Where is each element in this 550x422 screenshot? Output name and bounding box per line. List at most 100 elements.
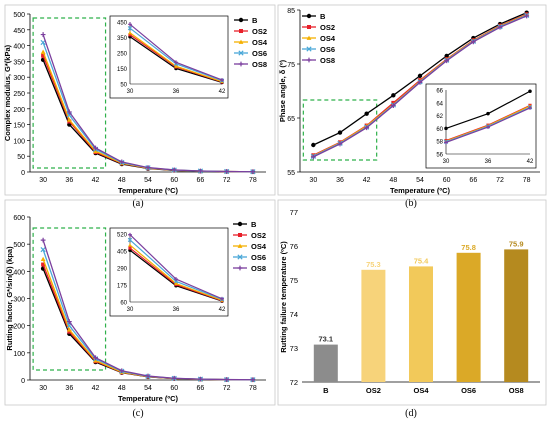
marker-os2-legend [307, 25, 311, 29]
marker-b-inset-0 [444, 126, 448, 131]
marker-os8-inset-0 [128, 232, 132, 237]
panel-b-frame [277, 4, 547, 196]
marker-os8-4 [145, 165, 151, 170]
panel-d-category-label: OS4 [413, 386, 429, 395]
marker-os2-inset-0 [128, 33, 132, 37]
marker-b-1 [337, 130, 343, 135]
panel-d-ytick-label: 77 [290, 208, 298, 217]
marker-os6-inset-0 [127, 26, 133, 31]
marker-os6-legend [306, 46, 312, 52]
panel-b-legend-label: OS2 [320, 23, 335, 32]
marker-os8-5 [444, 58, 450, 64]
panel-a-ytick-label: 200 [13, 107, 25, 114]
panel-c-inset-ytick-label: 405 [117, 250, 128, 256]
panel-c-xtick-label: 48 [118, 385, 126, 392]
panel-a-ytick-label: 100 [13, 138, 25, 145]
panel-d-caption: (d) [405, 408, 417, 419]
panel-a-legend-label: OS4 [252, 38, 268, 47]
panel-c-highlight-box [32, 227, 107, 371]
panel-b-xtick-label: 36 [336, 177, 344, 184]
marker-os2-legend [239, 29, 243, 33]
panel-a-ytick-label: 500 [13, 12, 25, 19]
marker-os6-0 [40, 246, 46, 253]
panel-b-xtick-label: 30 [309, 177, 317, 184]
marker-os8-inset-2 [220, 296, 224, 301]
panel-d-category-label: OS6 [461, 386, 476, 395]
panel-a-y-axis-title: Complex modulus, G*(kPa) [3, 44, 12, 141]
marker-os8-1 [66, 319, 72, 324]
marker-os8-7 [497, 24, 503, 30]
marker-os8-8 [524, 13, 530, 19]
panel-a-legend-label: B [252, 16, 258, 25]
marker-os8-7 [224, 377, 230, 382]
panel-a-xtick-label: 30 [39, 177, 47, 184]
panel-b-inset-ytick-label: 60 [436, 127, 443, 133]
marker-os4-inset-0 [128, 243, 132, 247]
marker-os4-inset-1 [174, 281, 178, 286]
panel-c-caption: (c) [132, 408, 143, 419]
panel-b-inset-xtick-label: 36 [485, 159, 492, 165]
marker-os8-inset-1 [486, 125, 490, 130]
marker-b-legend [306, 13, 312, 19]
panel-b-legend-label: B [320, 12, 326, 21]
marker-os4-2 [93, 358, 98, 363]
marker-os8-inset-1 [174, 277, 178, 282]
panel-b-inset-ytick-label: 66 [436, 89, 443, 95]
marker-os8-inset-1 [174, 60, 178, 65]
marker-os8-6 [470, 39, 476, 45]
panel-a-xtick-label: 66 [197, 177, 205, 184]
marker-b-0 [311, 142, 316, 148]
panel-a-xtick-label: 78 [249, 177, 257, 184]
panel-c-ytick-label: 0 [21, 378, 25, 385]
marker-os8-2 [364, 125, 370, 131]
marker-os8-3 [390, 103, 396, 108]
panel-c-legend-label: B [251, 220, 257, 229]
panel-a-inset-xtick-label: 42 [219, 89, 226, 95]
marker-os8-3 [119, 159, 125, 165]
panel-b-legend-label: OS8 [320, 56, 335, 65]
panel-b-inset-xtick-label: 42 [527, 159, 534, 165]
panel-a-inset-ytick-label: 350 [117, 36, 128, 42]
panel-d-ytick-label: 74 [290, 310, 298, 319]
panel-a-xtick-label: 42 [92, 177, 100, 184]
panel-c-inset-ytick-label: 290 [117, 267, 128, 273]
marker-os8-inset-0 [128, 22, 132, 27]
panel-a-xtick-label: 36 [65, 177, 73, 184]
panel-b-ytick-label: 75 [287, 62, 295, 69]
marker-os8-inset-2 [220, 78, 224, 82]
panel-d-ytick-label: 72 [290, 378, 298, 387]
panel-b-inset-ytick-label: 56 [436, 153, 443, 159]
panel-a-inset-ytick-label: 450 [117, 21, 128, 27]
panel-d-value-label: 75.3 [366, 260, 381, 269]
panel-c-xtick-label: 36 [65, 385, 73, 392]
panel-c-xtick-label: 54 [144, 385, 152, 392]
panel-a-legend-label: OS8 [252, 60, 267, 69]
panel-d-value-label: 73.1 [318, 335, 333, 344]
panel-a-xtick-label: 48 [118, 177, 126, 184]
panel-a-legend-label: OS2 [252, 27, 267, 36]
panel-b-caption: (b) [405, 198, 417, 209]
marker-os8-4 [417, 79, 423, 85]
panel-d-bar-os8 [504, 249, 529, 382]
panel-a-xtick-label: 54 [144, 177, 152, 184]
marker-b-3 [391, 93, 396, 98]
panel-a-xtick-label: 60 [170, 177, 178, 184]
marker-os4-1 [66, 117, 72, 122]
panel-d-value-label: 75.9 [509, 239, 524, 248]
marker-os8-1 [337, 141, 343, 147]
panel-d-ytick-label: 76 [290, 242, 298, 251]
panel-c-ytick-label: 600 [13, 215, 25, 222]
panel-a-ytick-label: 250 [13, 91, 25, 98]
panel-c-x-axis-title: Temperature (ºC) [118, 394, 179, 403]
panel-b-y-axis-title: Phase angle, δ (º) [278, 59, 287, 122]
panel-c-xtick-label: 42 [92, 385, 100, 392]
marker-os8-4 [145, 373, 151, 379]
panel-c-xtick-label: 78 [249, 385, 257, 392]
panel-b-xtick-label: 60 [443, 177, 451, 184]
panel-b-inset-ytick-label: 58 [436, 140, 443, 146]
panel-b-inset-ytick-label: 64 [436, 101, 443, 107]
marker-os8-5 [171, 167, 177, 173]
panel-b-xtick-label: 72 [496, 177, 504, 184]
panel-d-value-label: 75.8 [461, 243, 476, 252]
panel-b-legend-label: OS6 [320, 45, 335, 54]
